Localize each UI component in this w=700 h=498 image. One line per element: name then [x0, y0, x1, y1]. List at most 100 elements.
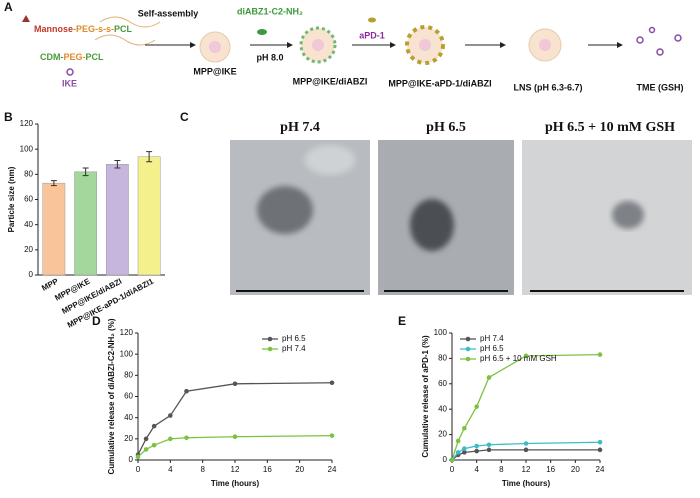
antibody-icon — [368, 17, 376, 23]
x-axis-label: Time (hours) — [211, 479, 260, 488]
particle — [612, 201, 644, 229]
image-label: pH 6.5 + 10 mM GSH — [545, 120, 675, 135]
data-point — [143, 447, 149, 452]
data-point — [184, 388, 189, 394]
legend-marker — [267, 346, 273, 352]
y-tick-label: 100 — [20, 144, 34, 153]
panel-label: E — [398, 314, 406, 328]
chain — [99, 16, 161, 28]
x-tick-label: 0 — [136, 465, 141, 474]
data-point — [151, 442, 157, 448]
data-point — [462, 446, 467, 451]
y-axis-label: Cumulative release of aPD-1 (%) — [421, 335, 430, 458]
legend-marker — [465, 336, 471, 342]
y-tick-label: 0 — [29, 270, 34, 279]
mannose-icon — [22, 15, 30, 22]
data-point — [232, 434, 238, 440]
particle — [257, 186, 313, 234]
data-point — [486, 375, 492, 380]
y-tick-label: 40 — [24, 220, 33, 229]
nanoparticle — [405, 25, 445, 65]
np-label: MPP@IKE-aPD-1/diABZI — [388, 78, 491, 88]
x-tick-label: 12 — [522, 465, 531, 474]
data-point — [462, 425, 467, 431]
y-tick-label: 80 — [438, 354, 447, 363]
data-point — [232, 381, 238, 387]
x-tick-label: 20 — [571, 465, 580, 474]
bar — [106, 164, 129, 276]
data-point — [462, 450, 467, 455]
x-tick-label: 0 — [450, 465, 455, 474]
data-point — [135, 454, 141, 460]
data-point — [455, 438, 461, 444]
label-part: PCL — [86, 52, 105, 62]
series-line — [137, 382, 333, 456]
np-label: LNS (pH 6.3-6.7) — [513, 82, 582, 92]
step-label: Self-assembly — [138, 8, 199, 18]
polymer-label: CDM-PEG-PCL — [40, 52, 104, 62]
error-bar — [146, 151, 153, 163]
y-axis-label: Particle size (nm) — [7, 166, 16, 232]
x-tick-label: 16 — [546, 465, 555, 474]
data-point — [597, 447, 603, 453]
legend-marker — [267, 336, 273, 342]
x-tick-label: 4 — [474, 465, 479, 474]
panel-label: A — [4, 0, 13, 14]
data-point — [486, 442, 492, 448]
agonist-icon — [257, 29, 267, 35]
polymer-label: Mannose-PEG-s-s-PCL — [34, 24, 133, 34]
x-tick-label: 24 — [596, 465, 605, 474]
np-label: MPP@IKE/diABZI — [293, 76, 368, 86]
y-tick-label: 20 — [124, 434, 133, 443]
panel-a: Mannose-PEG-s-s-PCL CDM-PEG-PCL IKE Self… — [22, 6, 684, 92]
drug-label: IKE — [62, 78, 77, 88]
y-tick-label: 60 — [124, 392, 133, 401]
data-point — [523, 441, 529, 446]
y-tick-label: 40 — [438, 404, 447, 413]
data-point — [486, 447, 492, 453]
data-point — [523, 447, 529, 453]
image-label: pH 6.5 — [426, 120, 466, 135]
error-bar — [50, 180, 57, 187]
error-bar — [82, 167, 89, 177]
legend-marker — [465, 356, 471, 362]
np-label: TME (GSH) — [637, 82, 684, 92]
bar — [42, 182, 66, 276]
y-tick-label: 20 — [438, 430, 447, 439]
np-label: MPP@IKE — [193, 66, 236, 76]
label-part: PCL — [114, 24, 133, 34]
image-label: pH 7.4 — [280, 120, 320, 135]
x-tick-label: MPP — [40, 276, 60, 292]
y-tick-label: 60 — [24, 195, 33, 204]
data-point — [474, 448, 479, 454]
data-point — [523, 353, 529, 359]
bar — [74, 171, 97, 276]
chain — [94, 34, 156, 46]
panel-label: D — [92, 314, 101, 328]
x-tick-label: 12 — [231, 465, 240, 474]
panel-label: C — [180, 110, 189, 124]
panel-label: B — [4, 110, 13, 124]
y-tick-label: 0 — [129, 455, 134, 464]
particle — [410, 199, 454, 251]
x-tick-label: 4 — [168, 465, 173, 474]
y-tick-label: 100 — [434, 328, 448, 337]
error-bar — [114, 159, 121, 169]
legend-label: pH 7.4 — [480, 334, 504, 343]
label-part: PEG- — [64, 52, 86, 62]
data-point — [474, 404, 479, 409]
legend-label: pH 6.5 + 10 mM GSH — [480, 354, 557, 363]
y-tick-label: 20 — [24, 245, 33, 254]
x-tick-label: 16 — [263, 465, 272, 474]
data-point — [143, 436, 149, 442]
y-tick-label: 0 — [443, 455, 448, 464]
y-tick-label: 80 — [124, 370, 133, 379]
nanoparticle — [299, 26, 337, 64]
panel-c: pH 7.4 pH 6.5 pH 6.5 + 10 mM GSH — [230, 120, 692, 295]
y-tick-label: 120 — [20, 119, 34, 128]
label-part: CDM- — [40, 52, 64, 62]
data-point — [329, 433, 335, 438]
nanoparticle — [199, 31, 231, 63]
data-point — [151, 423, 157, 429]
